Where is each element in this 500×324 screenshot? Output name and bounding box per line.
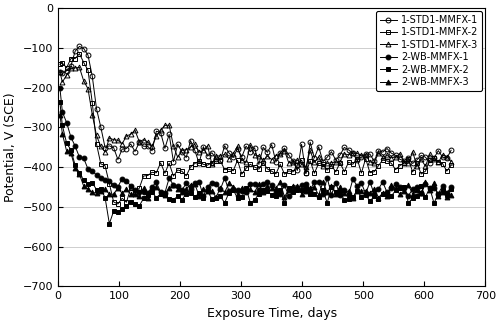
2-WB-MMFX-2: [333, 190, 339, 194]
1-STD1-MMFX-1: [337, 153, 343, 157]
2-WB-MMFX-2: [110, 209, 116, 213]
2-WB-MMFX-1: [448, 185, 454, 189]
2-WB-MMFX-2: [140, 197, 146, 201]
2-WB-MMFX-3: [119, 191, 125, 195]
1-STD1-MMFX-1: [140, 144, 146, 148]
2-WB-MMFX-1: [106, 179, 112, 182]
2-WB-MMFX-3: [448, 193, 454, 197]
1-STD1-MMFX-2: [448, 163, 454, 167]
1-STD1-MMFX-2: [57, 62, 63, 66]
Line: 1-STD1-MMFX-2: 1-STD1-MMFX-2: [58, 51, 454, 206]
Y-axis label: Potential, V (SCE): Potential, V (SCE): [4, 92, 17, 202]
Line: 2-WB-MMFX-3: 2-WB-MMFX-3: [58, 112, 454, 200]
Line: 1-STD1-MMFX-3: 1-STD1-MMFX-3: [58, 65, 454, 170]
2-WB-MMFX-1: [57, 86, 63, 90]
1-STD1-MMFX-2: [260, 161, 266, 165]
2-WB-MMFX-2: [371, 194, 377, 198]
1-STD1-MMFX-1: [303, 171, 309, 175]
2-WB-MMFX-3: [328, 184, 334, 188]
1-STD1-MMFX-2: [110, 200, 116, 204]
1-STD1-MMFX-3: [337, 160, 343, 164]
1-STD1-MMFX-3: [57, 70, 63, 74]
2-WB-MMFX-3: [136, 194, 142, 198]
2-WB-MMFX-3: [57, 113, 63, 117]
1-STD1-MMFX-2: [115, 202, 121, 206]
1-STD1-MMFX-1: [448, 148, 454, 152]
2-WB-MMFX-2: [448, 187, 454, 191]
1-STD1-MMFX-3: [376, 151, 382, 155]
1-STD1-MMFX-1: [124, 146, 130, 150]
2-WB-MMFX-1: [333, 181, 339, 185]
2-WB-MMFX-1: [136, 190, 142, 193]
1-STD1-MMFX-3: [303, 165, 309, 169]
2-WB-MMFX-2: [256, 191, 262, 195]
2-WB-MMFX-3: [350, 196, 356, 200]
1-STD1-MMFX-2: [128, 186, 134, 190]
2-WB-MMFX-2: [124, 204, 130, 208]
2-WB-MMFX-2: [106, 222, 112, 226]
1-STD1-MMFX-1: [57, 70, 63, 74]
2-WB-MMFX-2: [57, 100, 63, 104]
1-STD1-MMFX-1: [76, 44, 82, 48]
2-WB-MMFX-3: [252, 190, 258, 194]
Line: 2-WB-MMFX-2: 2-WB-MMFX-2: [58, 100, 454, 226]
2-WB-MMFX-3: [371, 187, 377, 191]
Line: 2-WB-MMFX-1: 2-WB-MMFX-1: [58, 86, 454, 199]
1-STD1-MMFX-3: [110, 138, 116, 142]
2-WB-MMFX-1: [119, 177, 125, 180]
1-STD1-MMFX-2: [337, 161, 343, 165]
1-STD1-MMFX-3: [76, 65, 82, 69]
1-STD1-MMFX-2: [145, 174, 151, 178]
2-WB-MMFX-1: [252, 181, 258, 185]
1-STD1-MMFX-3: [140, 138, 146, 142]
1-STD1-MMFX-2: [376, 164, 382, 168]
X-axis label: Exposure Time, days: Exposure Time, days: [206, 307, 336, 320]
2-WB-MMFX-3: [106, 192, 112, 196]
1-STD1-MMFX-3: [256, 154, 262, 158]
1-STD1-MMFX-1: [110, 146, 116, 150]
Line: 1-STD1-MMFX-1: 1-STD1-MMFX-1: [58, 44, 454, 176]
1-STD1-MMFX-1: [256, 163, 262, 167]
Legend: 1-STD1-MMFX-1, 1-STD1-MMFX-2, 1-STD1-MMFX-3, 2-WB-MMFX-1, 2-WB-MMFX-2, 2-WB-MMFX: 1-STD1-MMFX-1, 1-STD1-MMFX-2, 1-STD1-MMF…: [376, 11, 482, 91]
1-STD1-MMFX-2: [76, 52, 82, 56]
1-STD1-MMFX-3: [448, 160, 454, 164]
1-STD1-MMFX-3: [124, 134, 130, 138]
1-STD1-MMFX-1: [376, 149, 382, 153]
2-WB-MMFX-1: [371, 192, 377, 196]
2-WB-MMFX-1: [286, 194, 292, 198]
